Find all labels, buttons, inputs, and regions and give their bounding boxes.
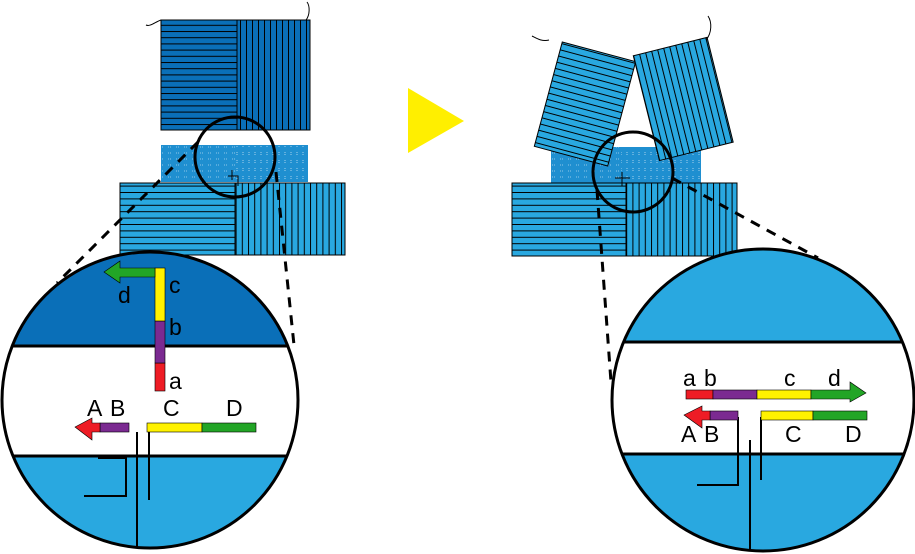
right-upper-label-a: a: [683, 365, 696, 391]
left-origami-assembly: [55, 1, 346, 346]
right-bottom-block-horizontal: [511, 182, 627, 257]
left-top-block-horizontal: [160, 19, 238, 131]
right-upper-label-d: d: [828, 365, 841, 391]
left-top-strand-tail-left: [145, 19, 162, 26]
right-strand-tail-left: [531, 35, 550, 41]
left-top-block-vertical: [236, 19, 311, 131]
right-small-connector: [615, 172, 630, 186]
left-upper-label-a: a: [169, 368, 182, 394]
right-upper-label-b: b: [704, 365, 717, 391]
right-lower-strands: A B C D: [681, 405, 868, 447]
left-upper-segment-b: [154, 320, 166, 364]
left-magnified-top-region: [2, 252, 298, 346]
left-lower-segment-C: [146, 422, 203, 433]
left-lower-label-A: A: [87, 395, 103, 421]
right-magnified-connector-1: [697, 417, 739, 486]
left-bottom-block-vertical: [234, 182, 346, 256]
left-lower-segment-B: [99, 422, 130, 433]
left-bottom-block-horizontal: [119, 182, 236, 256]
left-middle-layer-vertical: [236, 145, 308, 182]
left-upper-label-d: d: [118, 282, 131, 308]
left-top-strand-tail-right: [305, 1, 310, 21]
left-upper-segment-d-arrow: [103, 260, 156, 284]
left-lower-strands: A B C D: [74, 395, 257, 441]
right-strand-tail-right: [705, 15, 712, 41]
transition-arrow-icon: [408, 88, 464, 153]
left-zoom-dashed-line-1: [55, 140, 200, 285]
right-upper-label-c: c: [784, 365, 796, 391]
right-lower-label-B: B: [704, 421, 719, 447]
left-magnified-circle-outline: [0, 250, 300, 550]
left-lower-segment-D: [201, 422, 257, 433]
right-lower-segment-A-arrow: [683, 405, 711, 429]
right-upper-segment-a: [685, 389, 714, 400]
right-bottom-block-vertical: [625, 182, 738, 257]
right-upper-segment-c: [756, 389, 812, 400]
left-upper-label-b: b: [169, 314, 182, 340]
right-upper-strand: a b c d: [683, 365, 867, 403]
left-upper-strand: a b c d: [103, 260, 182, 394]
right-upper-segment-d-arrow: [810, 381, 867, 403]
left-lower-label-C: C: [163, 395, 180, 421]
right-lower-label-C: C: [785, 421, 802, 447]
left-upper-label-c: c: [169, 272, 181, 298]
left-upper-segment-a: [154, 362, 166, 392]
right-zoom-focus-circle: [591, 130, 675, 214]
right-lower-segment-B: [709, 410, 739, 421]
right-magnified-circle-outline: [610, 247, 915, 553]
right-tilted-block-right: [632, 36, 734, 162]
right-tilted-block-left: [533, 41, 637, 167]
left-small-connector: [228, 170, 239, 186]
right-upper-segment-b: [712, 389, 758, 400]
left-lower-segment-A-arrow: [74, 417, 101, 441]
right-origami-assembly: [511, 15, 819, 383]
right-zoom-dashed-line-2: [671, 176, 819, 260]
right-zoom-dashed-line-1: [595, 189, 613, 383]
right-lower-segment-D: [812, 410, 868, 421]
right-lower-label-D: D: [845, 421, 862, 447]
left-lower-label-B: B: [110, 395, 125, 421]
right-magnified-bottom-region: [612, 454, 914, 551]
left-magnified-connector-1: [84, 457, 127, 497]
left-upper-segment-c: [154, 267, 166, 322]
right-lower-label-A: A: [681, 421, 697, 447]
left-lower-label-D: D: [226, 395, 243, 421]
left-zoom-dashed-line-2: [274, 171, 296, 346]
left-zoom-focus-circle: [193, 115, 277, 199]
right-lower-segment-C: [760, 410, 814, 421]
